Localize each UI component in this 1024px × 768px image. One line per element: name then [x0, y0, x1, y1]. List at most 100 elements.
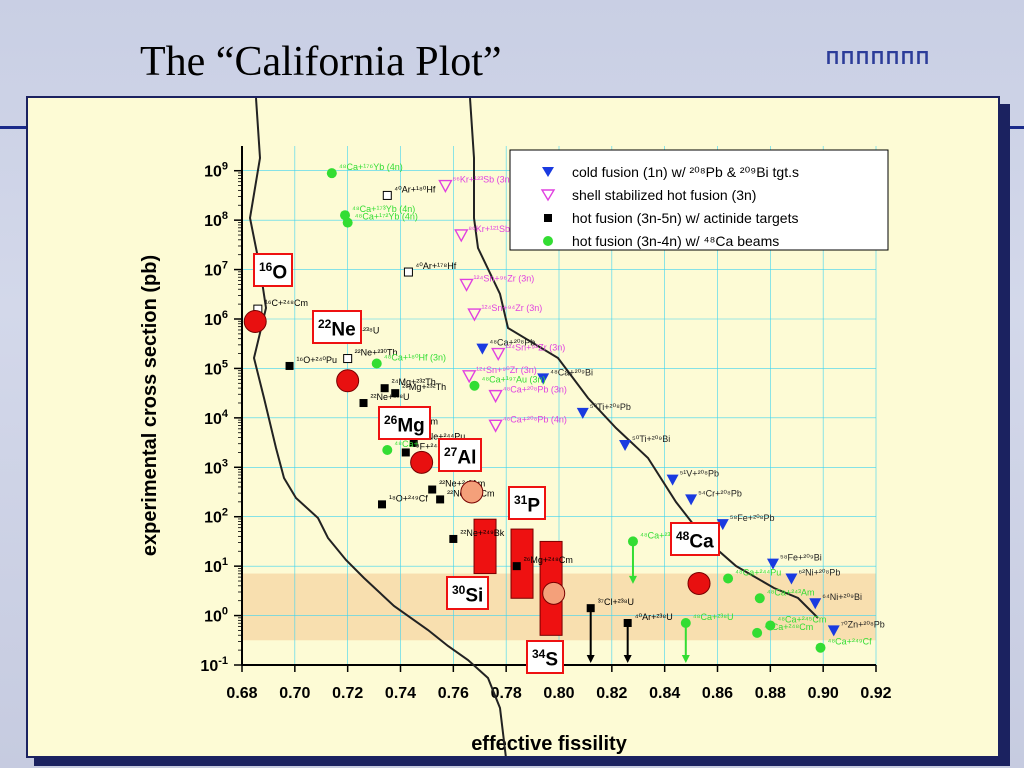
point-label: ¹⁶O+²³⁸U — [344, 325, 379, 335]
cold-fusion-point — [716, 519, 729, 531]
cold-fusion-point — [785, 573, 798, 585]
point-label: ⁴⁸Ca+²³⁸U — [640, 530, 681, 540]
x-tick-label: 0.90 — [808, 685, 839, 702]
hot-fusion-ca-point — [752, 627, 763, 638]
y-axis-label: experimental cross section (pb) — [139, 255, 161, 556]
hot-fusion-ca-point — [754, 593, 765, 604]
point-label: ⁴⁸Ca+²⁴⁸Cm — [764, 622, 813, 632]
boundary-curve-right — [469, 98, 819, 619]
point-label: ⁴⁸Ca+²⁴⁹Cf — [828, 637, 873, 647]
legend-entry: cold fusion (1n) w/ ²⁰⁸Pb & ²⁰⁹Bi tgt.s — [572, 164, 799, 180]
open-square-point — [343, 354, 353, 364]
point-label: ¹⁹F+²⁴⁸Cm — [413, 441, 455, 451]
shell-fusion-point — [454, 229, 469, 243]
point-label: ⁴⁸Ca+²⁴³Am — [767, 587, 815, 597]
x-tick-label: 0.82 — [596, 685, 627, 702]
castle-logo-icon: ΠΠΠΠΠΠΠ — [826, 48, 931, 68]
x-tick-label: 0.88 — [755, 685, 786, 702]
point-label: ⁴⁰Ar+¹⁷⁸Hf — [415, 261, 456, 271]
legend-shell-icon — [540, 189, 556, 202]
legend-cold-icon — [542, 167, 554, 177]
point-label: ⁸⁶Kr+¹²¹Sb (3n) — [468, 224, 528, 234]
point-label: ⁵⁸Fe+²⁰⁸Pb — [730, 513, 775, 523]
shell-fusion-point — [467, 308, 482, 322]
point-label: ⁴⁸Ca+¹⁷⁶Yb (4n) — [339, 162, 403, 172]
legend-box — [509, 149, 889, 251]
nucleus-label-box: 26Mg — [378, 406, 431, 441]
nucleus-marker — [336, 369, 360, 393]
chart-panel: 0.68 0.70 0.72 0.74 0.76 0.78 0.80 0.82 0.84 0.86… — [26, 96, 1000, 758]
x-tick-label: 0.80 — [543, 685, 574, 702]
hot-fusion-actinide-point — [378, 500, 387, 509]
cold-fusion-point — [809, 598, 822, 610]
y-tick-label: 10-1 — [200, 655, 228, 675]
point-label: ⁴⁸Ca+²⁴⁴Pu — [735, 568, 781, 578]
point-label: ¹²⁴Sn+⁹²Zr (3n) — [505, 343, 565, 353]
shell-fusion-point — [491, 347, 506, 362]
y-tick-label: 100 — [204, 606, 228, 626]
cold-fusion-point — [537, 373, 550, 385]
point-label: ⁴⁸Ca+¹⁷³Yb (4n) — [352, 204, 415, 214]
hot-fusion-actinide-point — [512, 562, 521, 571]
y-tick-label: 106 — [204, 309, 228, 329]
cold-fusion-point — [619, 440, 632, 452]
nucleus-marker — [243, 309, 267, 333]
point-label: ¹⁸O+²⁴⁹Cf — [389, 493, 428, 503]
point-label: ²²Ne+²⁴⁴Pu — [421, 432, 466, 442]
point-label: ⁵¹V+²⁰⁸Pb — [680, 469, 719, 479]
point-label: ⁷⁰Zn+²⁰⁸Pb — [841, 619, 885, 629]
hot-fusion-ca-point — [326, 168, 337, 179]
point-label: ⁸⁶Kr+¹²³Sb (3n) — [452, 175, 512, 185]
cold-fusion-point — [685, 494, 698, 506]
hot-fusion-ca-point — [342, 217, 353, 228]
hot-fusion-actinide-point — [586, 604, 595, 613]
shell-fusion-point — [488, 389, 503, 404]
point-label: ⁵⁴Cr+²⁰⁸Pb — [698, 488, 742, 498]
legend-entry: hot fusion (3n-4n) w/ ⁴⁸Ca beams — [572, 233, 779, 249]
hot-fusion-ca-point — [765, 620, 776, 631]
nucleus-label-box: 16O — [253, 253, 294, 288]
nucleus-marker — [687, 571, 711, 595]
nucleus-label-box: 22Ne — [312, 310, 362, 345]
point-label: ⁴⁸Ca+¹⁹⁷Au (3n) — [481, 375, 545, 385]
nucleus-label-box: 31P — [508, 486, 547, 521]
hot-fusion-ca-point — [723, 573, 734, 584]
y-tick-label: 103 — [204, 457, 228, 477]
point-label: ²²Ne+²⁴³Am — [439, 479, 485, 489]
point-label: ⁴⁸Ca+¹⁸⁰Hf (3n) — [384, 352, 446, 362]
nucleus-label-box: 30Si — [446, 576, 490, 611]
point-label: ¹⁶O+²⁴⁰Pu — [297, 355, 337, 365]
point-label: ⁶⁴Ni+²⁰⁹Bi — [822, 592, 862, 602]
cold-fusion-point — [766, 558, 779, 570]
point-label: ²⁴Mg+²³²Th — [392, 377, 436, 387]
hot-fusion-actinide-point — [359, 399, 368, 408]
nucleus-marker — [542, 581, 566, 605]
y-tick-label: 102 — [204, 507, 228, 527]
y-tick-label: 101 — [204, 556, 228, 576]
limit-arrow-head — [681, 655, 690, 663]
point-label: ⁶²Ni+²⁰⁸Pb — [798, 568, 840, 578]
shell-fusion-point — [488, 419, 503, 433]
nucleus-label-box: 34S — [526, 640, 565, 675]
point-label: ¹²⁴Sn+⁹⁴Zr (3n) — [481, 303, 542, 313]
limit-arrow-head — [623, 655, 632, 663]
nucleus-marker — [460, 480, 484, 504]
shell-fusion-point — [459, 278, 474, 292]
hot-fusion-actinide-point — [391, 389, 400, 398]
x-tick-label: 0.72 — [332, 685, 363, 702]
x-tick-label: 0.76 — [438, 685, 469, 702]
point-label: ⁵⁸Fe+²⁰⁹Bi — [780, 553, 822, 563]
hot-fusion-actinide-point — [623, 618, 632, 627]
point-label: ²²Ne+²³⁰Th — [355, 348, 398, 358]
hot-fusion-ca-point — [371, 358, 382, 369]
point-label: ⁵⁰Ti+²⁰⁹Bi — [632, 434, 670, 444]
x-tick-label: 0.84 — [649, 685, 680, 702]
point-label: ³⁷Cl+²³⁸U — [598, 597, 634, 607]
nucleus-marker — [410, 450, 434, 474]
hot-fusion-ca-point — [469, 380, 480, 391]
legend: cold fusion (1n) w/ ²⁰⁸Pb & ²⁰⁹Bi tgt.s s… — [509, 149, 889, 251]
point-label: ¹²⁴Sn+⁹⁶Zr (3n) — [474, 273, 535, 283]
hot-fusion-actinide-point — [428, 485, 437, 494]
nucleus-label-box: 48Ca — [670, 522, 720, 557]
shell-fusion-point — [438, 179, 453, 194]
